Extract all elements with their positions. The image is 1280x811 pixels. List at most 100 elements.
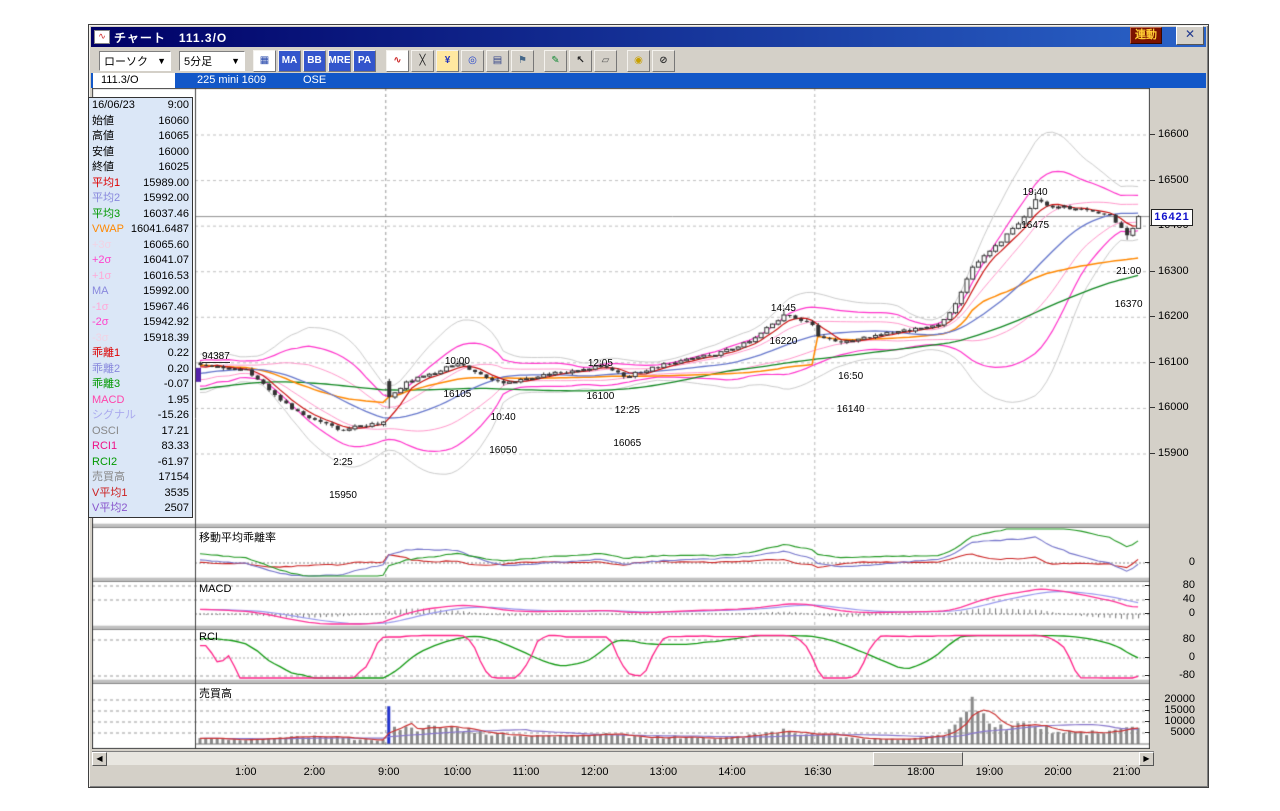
info-row: 平均2 15992.00 [92,192,189,204]
info-row: -2σ 15942.92 [92,316,189,328]
toolbar: ローソク ▼ 5分足 ▼ ▦ MA BB MRE PA ∿ ╳ ¥ ◎ ▤ ⚑ ✎ ↖ ▱ ◉ ⊘ [91,48,1206,73]
toolbar-button[interactable]: ⊘ [652,49,675,72]
subpanel-title: RCI [199,631,218,643]
toolbar-button[interactable]: ✎ [544,49,567,72]
info-row: 始値 16060 [92,114,189,127]
subpanel-axis-label: 80 [1145,633,1195,645]
subpanel-title: 売買高 [199,688,232,700]
subpanel-axis-label: 0 [1145,607,1195,619]
toolbar-button[interactable]: ¥ [436,49,459,72]
info-row: +3σ 16065.60 [92,238,189,251]
price-axis-label: 16600 [1150,128,1189,140]
info-row: MACD 1.95 [92,393,189,406]
tab-strip: 111.3/O 225 mini 1609 OSE [91,73,1206,88]
info-row: 乖離1 0.22 [92,347,189,359]
contract-label: 225 mini 1609 [197,74,267,86]
chart-type-dropdown[interactable]: ローソク ▼ [99,50,171,71]
price-axis-label: 16500 [1150,173,1189,186]
linked-mode-button[interactable]: 連動 [1130,27,1162,44]
time-axis-label: 14:00 [712,762,752,778]
subpanel-axis-label: 10000 [1145,715,1195,727]
time-axis-label: 1:00 [226,762,266,778]
subpanel-axis-label: 5000 [1145,726,1195,738]
toolbar-button[interactable]: ◉ [627,49,650,72]
swing-annotation: 10:40 16050 [489,411,518,456]
info-row: MA 15992.00 [92,285,189,297]
scrollbar-thumb[interactable] [873,752,963,766]
info-row: V平均2 2507 [92,502,189,514]
toolbar-button[interactable]: ∿ [386,49,409,72]
info-row: RCI1 83.33 [92,440,189,452]
info-row: +2σ 16041.07 [92,254,189,266]
price-axis-label: 16200 [1150,310,1189,323]
price-axis-label: 16000 [1150,401,1189,414]
info-row: V平均1 3535 [92,486,189,499]
time-axis-label: 9:00 [369,762,409,778]
info-row: 16/06/23 9:00 [92,99,189,111]
info-row: OSCI 17.21 [92,424,189,437]
time-axis-label: 16:30 [798,762,838,778]
toolbar-button[interactable]: ↖ [569,49,592,72]
scroll-right-button[interactable]: ▶ [1139,752,1154,766]
current-price-marker: 16421 [1151,208,1193,226]
time-axis-label: 19:00 [969,762,1009,778]
price-axis-label: 16100 [1150,355,1189,368]
quote-info-panel: 16/06/23 9:00 始値 16060 高値 16065 安値 16000… [88,97,193,518]
info-row: -3σ 15918.39 [92,331,189,344]
info-row: 安値 16000 [92,145,189,158]
subpanel-axis-label: 80 [1145,579,1195,591]
info-row: 平均3 16037.46 [92,207,189,220]
info-row: 売買高 17154 [92,471,189,483]
swing-annotation: 16:50 16140 [836,370,865,415]
info-row: +1σ 16016.53 [92,269,189,282]
subpanel-title: 移動平均乖離率 [199,532,276,544]
toolbar-button[interactable]: ⚑ [511,49,534,72]
info-row: 乖離2 0.20 [92,362,189,375]
toolbar-button[interactable]: PA [353,49,376,72]
exchange-label: OSE [303,74,327,86]
app-icon: ∿ [94,30,110,44]
toolbar-button[interactable]: ▤ [486,49,509,72]
subpanel-axis-label: 0 [1145,651,1195,663]
swing-annotation: 14:45 16220 [769,303,798,348]
tab-symbol[interactable]: 111.3/O [93,73,175,88]
price-axis-label: 15900 [1150,446,1189,459]
info-row: 高値 16065 [92,130,189,142]
subpanel-axis-label: 40 [1145,593,1195,605]
info-row: VWAP 16041.6487 [92,223,189,235]
toolbar-button[interactable]: ◎ [461,49,484,72]
window-title: チャート 111.3/O [114,30,228,45]
time-axis-label: 10:00 [437,762,477,778]
swing-annotation: 21:00 16370 [1114,265,1143,310]
subpanel-title: MACD [199,583,232,595]
info-row: 終値 16025 [92,161,189,173]
chevron-down-icon: ▼ [157,55,166,66]
time-axis-label: 2:00 [294,762,334,778]
info-row: RCI2 -61.97 [92,455,189,468]
time-axis-label: 21:00 [1107,762,1147,778]
chart-canvas[interactable] [92,88,1150,749]
swing-annotation: 12:05 16100 [586,357,615,402]
toolbar-button[interactable]: ▦ [253,49,276,72]
toolbar-button[interactable]: MA [278,49,301,72]
swing-annotation: 10:00 16105 [443,355,472,400]
info-row: -1σ 15967.46 [92,300,189,313]
horizontal-scrollbar[interactable]: ◀ ▶ [92,751,1154,766]
toolbar-button[interactable]: ╳ [411,49,434,72]
price-axis-label: 16300 [1150,264,1189,277]
toolbar-button[interactable]: BB [303,49,326,72]
swing-annotation: 19:40 16475 [1021,186,1050,231]
time-axis-label: 12:00 [575,762,615,778]
scroll-left-button[interactable]: ◀ [92,752,107,766]
info-row: 乖離3 -0.07 [92,378,189,390]
toolbar-button[interactable]: MRE [328,49,351,72]
time-axis-label: 18:00 [901,762,941,778]
toolbar-button[interactable]: ▱ [594,49,617,72]
title-bar[interactable]: ∿ チャート 111.3/O [91,27,1206,47]
swing-annotation: 12:25 16065 [613,404,642,449]
time-axis-label: 13:00 [643,762,683,778]
time-axis-label: 11:00 [506,762,546,778]
close-button[interactable]: ✕ [1176,26,1204,45]
timeframe-dropdown[interactable]: 5分足 ▼ [179,50,245,71]
